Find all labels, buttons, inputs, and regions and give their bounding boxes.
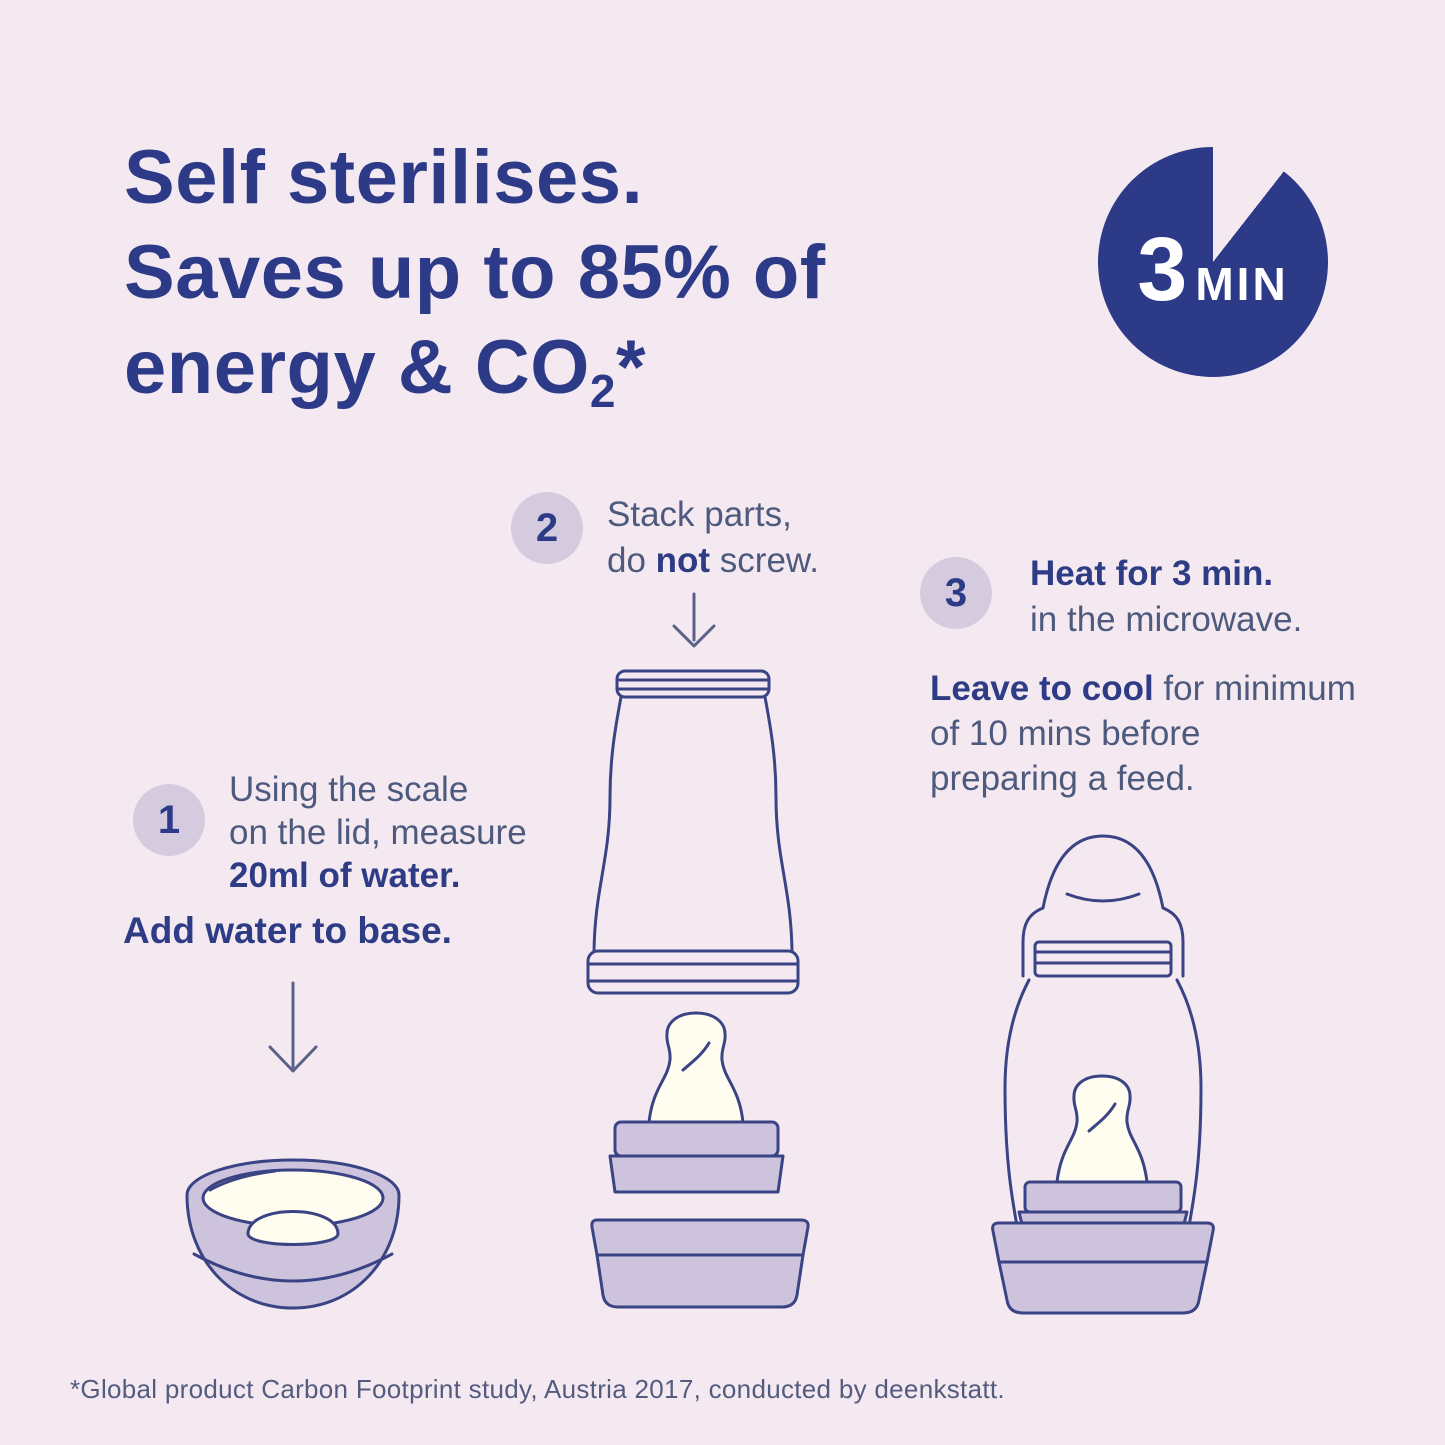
timer-badge-text: 3 MIN (1098, 225, 1328, 315)
cooling-note-line-1-rest: for minimum (1153, 669, 1356, 708)
step-1-number: 1 (157, 797, 181, 842)
title-co2-prefix: energy & CO (124, 325, 590, 410)
step-3: 3 Heat for 3 min. in the microwave. (920, 551, 1302, 643)
assembled-bottle-svg (991, 834, 1215, 1315)
step-2-line-1: Stack parts, (607, 495, 792, 534)
step-1: 1 Using the scale on the lid, measure 20… (133, 768, 527, 897)
step-2-number-badge: 2 (511, 492, 583, 564)
title-co2-subscript: 2 (589, 365, 616, 417)
step-3-line-2: in the microwave. (1030, 600, 1303, 639)
step-2-text: Stack parts, do not screw. (607, 492, 819, 584)
stacked-parts-svg (586, 669, 810, 1309)
title-asterisk: * (615, 325, 647, 410)
timer-minutes-unit: MIN (1195, 258, 1289, 310)
step-2-line-2-prefix: do (607, 541, 656, 580)
title-line-3: energy & CO2* (124, 320, 826, 439)
cooling-note-line-3: preparing a feed. (930, 759, 1195, 798)
footnote: *Global product Carbon Footprint study, … (70, 1374, 1005, 1404)
stacked-parts-illustration (585, 655, 815, 1325)
add-water-callout: Add water to base. (123, 910, 452, 951)
step-3-number-badge: 3 (920, 557, 992, 629)
water-bowl-svg (185, 1158, 401, 1310)
cooling-note-emphasis: Leave to cool (930, 669, 1154, 708)
pie-timer-icon: 3 MIN (1098, 147, 1328, 377)
arrow-down-icon-svg (672, 592, 716, 648)
step-2-line-2-emphasis: not (655, 541, 711, 580)
cooling-note: Leave to cool for minimum of 10 mins bef… (930, 666, 1356, 801)
cooling-note-line-1: Leave to cool for minimum (930, 666, 1356, 711)
step-1-text: Using the scale on the lid, measure 20ml… (229, 768, 527, 897)
step-1-line-2: on the lid, measure (229, 813, 527, 852)
step-3-number: 3 (944, 570, 968, 615)
step-2-number: 2 (535, 505, 559, 550)
step-3-text: Heat for 3 min. in the microwave. (1030, 551, 1302, 643)
step-2-line-2: do not screw. (607, 538, 819, 584)
title-line-1: Self sterilises. (124, 135, 644, 220)
step-3-line-1-emphasis: Heat for 3 min. (1030, 554, 1274, 593)
cooling-note-line-2: of 10 mins before (930, 714, 1201, 753)
water-bowl-illustration (180, 1150, 408, 1316)
title-line-2: Saves up to 85% of (124, 230, 826, 315)
step-2-line-2-suffix: screw. (710, 541, 819, 580)
page-title: Self sterilises. Saves up to 85% of ener… (124, 130, 826, 439)
arrow-down-icon-svg (268, 981, 318, 1073)
arrow-down-icon (263, 981, 323, 1093)
step-1-number-badge: 1 (133, 784, 205, 856)
step-1-line-3: 20ml of water. (229, 854, 527, 897)
timer-minutes-value: 3 (1137, 220, 1188, 320)
arrow-down-icon (668, 592, 720, 664)
step-2: 2 Stack parts, do not screw. (511, 492, 819, 584)
step-1-line-3-emphasis: 20ml of water. (229, 856, 461, 895)
step-1-line-1: Using the scale (229, 770, 469, 809)
step-3-line-1: Heat for 3 min. (1030, 551, 1302, 597)
assembled-bottle-illustration (955, 830, 1245, 1320)
